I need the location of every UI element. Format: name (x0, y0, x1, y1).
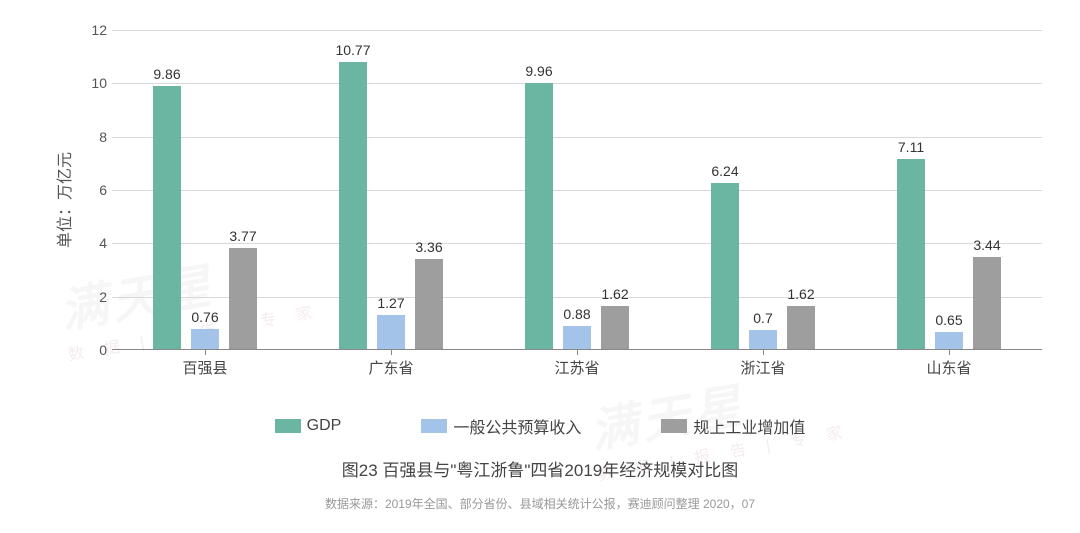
bar-value-label: 1.62 (585, 286, 645, 302)
legend: GDP 一般公共预算收入 规上工业增加值 (0, 414, 1080, 438)
y-tick-label: 12 (82, 22, 107, 38)
legend-item: 一般公共预算收入 (421, 414, 581, 438)
plot-area: 0246810129.860.763.77百强县10.771.273.36广东省… (112, 30, 1042, 350)
bar (935, 332, 963, 349)
y-tick-label: 2 (82, 289, 107, 305)
bar-group: 7.110.653.44山东省 (856, 30, 1042, 349)
bar-value-label: 7.11 (881, 139, 941, 155)
bar-value-label: 3.44 (957, 237, 1017, 253)
bar-value-label: 0.76 (175, 309, 235, 325)
bar (563, 326, 591, 349)
bar-value-label: 1.27 (361, 295, 421, 311)
bar-value-label: 0.88 (547, 306, 607, 322)
bar-value-label: 9.86 (137, 66, 197, 82)
x-tick-mark (949, 349, 950, 355)
legend-label: GDP (307, 417, 342, 434)
x-tick-label: 广东省 (298, 357, 484, 378)
legend-label: 规上工业增加值 (693, 420, 805, 437)
bar (377, 315, 405, 349)
bar (229, 248, 257, 349)
bar (415, 259, 443, 349)
legend-label: 一般公共预算收入 (453, 420, 581, 437)
legend-swatch (421, 419, 447, 433)
y-tick-label: 10 (82, 75, 107, 91)
bar (191, 329, 219, 349)
bar-value-label: 1.62 (771, 286, 831, 302)
x-tick-mark (391, 349, 392, 355)
y-tick-label: 6 (82, 182, 107, 198)
bar (601, 306, 629, 349)
bar-value-label: 9.96 (509, 63, 569, 79)
bar (787, 306, 815, 349)
x-tick-label: 浙江省 (670, 357, 856, 378)
bar-group: 9.960.881.62江苏省 (484, 30, 670, 349)
source-text: 数据来源：2019年全国、部分省份、县域相关统计公报，赛迪顾问整理 2020，0… (0, 495, 1080, 512)
chart-container: 0 2 4 6 8 10 12 9.86 0.76 3.77 百强县 10.77 1.27 3.36 广东省… (72, 20, 1052, 400)
x-tick-label: 江苏省 (484, 357, 670, 378)
bar-value-label: 3.36 (399, 239, 459, 255)
bar-group: 6.240.71.62浙江省 (670, 30, 856, 349)
x-tick-mark (763, 349, 764, 355)
bar-group: 9.860.763.77百强县 (112, 30, 298, 349)
bar (973, 257, 1001, 349)
chart-title: 图23 百强县与"粤江浙鲁"四省2019年经济规模对比图 (0, 456, 1080, 481)
y-tick-label: 8 (82, 129, 107, 145)
x-tick-mark (577, 349, 578, 355)
legend-swatch (661, 419, 687, 433)
bar-value-label: 6.24 (695, 163, 755, 179)
x-tick-label: 山东省 (856, 357, 1042, 378)
bar-group: 10.771.273.36广东省 (298, 30, 484, 349)
legend-item: 规上工业增加值 (661, 414, 805, 438)
legend-swatch (275, 419, 301, 433)
x-tick-mark (205, 349, 206, 355)
bar-value-label: 10.77 (323, 42, 383, 58)
bar-value-label: 0.7 (733, 310, 793, 326)
y-tick-label: 0 (82, 342, 107, 358)
bar (749, 330, 777, 349)
x-tick-label: 百强县 (112, 357, 298, 378)
legend-item: GDP (275, 417, 342, 435)
bar-value-label: 3.77 (213, 228, 273, 244)
bar-value-label: 0.65 (919, 312, 979, 328)
y-tick-label: 4 (82, 235, 107, 251)
